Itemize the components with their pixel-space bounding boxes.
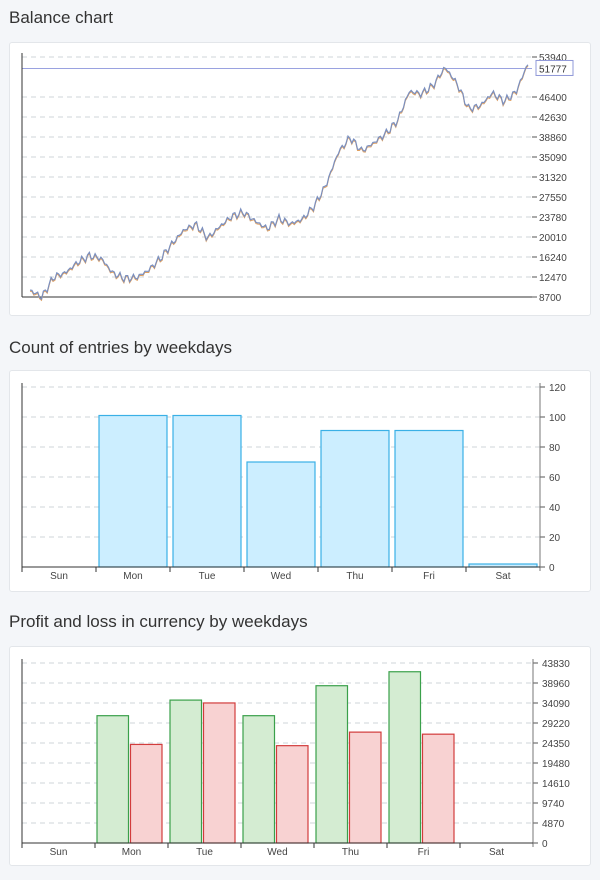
y-tick-label: 53940 <box>539 53 567 64</box>
y-tick-label: 38860 <box>539 133 567 144</box>
bar-entries-fri <box>394 429 464 568</box>
bar-profit-wed <box>242 715 276 844</box>
current-balance-box <box>535 59 574 76</box>
x-tick-label-wed: Wed <box>267 847 287 858</box>
bar-profit-fri <box>388 671 422 844</box>
bar-entries-mon <box>98 414 168 568</box>
balance-chart-card: 8700 12470 16240 20010 23780 27550 31320 35090 3… <box>9 42 591 316</box>
y-tick-label: 29220 <box>542 719 570 730</box>
y-tick-label: 42630 <box>539 113 567 124</box>
y-tick-label: 31320 <box>539 173 567 184</box>
y-tick-label: 120 <box>549 383 566 394</box>
bar-profit-mon <box>96 715 130 844</box>
y-tick-label: 100 <box>549 413 566 424</box>
y-tick-label: 34090 <box>542 699 570 710</box>
x-tick-label-wed: Wed <box>271 571 291 582</box>
bar-entries-tue <box>172 414 242 568</box>
x-tick-label-thu: Thu <box>342 847 359 858</box>
y-tick-label: 20010 <box>539 233 567 244</box>
y-tick-label: 0 <box>549 563 555 574</box>
y-tick-label: 4870 <box>542 819 565 830</box>
bar-loss-fri <box>421 733 455 844</box>
x-tick-label-fri: Fri <box>423 571 435 582</box>
y-tick-label: 40 <box>549 503 561 514</box>
x-tick-label-tue: Tue <box>199 571 216 582</box>
bar-loss-thu <box>348 731 382 844</box>
bar-loss-wed <box>275 745 309 844</box>
pnl-chart-card: 0 4870 9740 14610 19480 24350 29220 34090 38960 4… <box>9 646 591 866</box>
bar-loss-tue <box>202 702 236 844</box>
current-balance-label: 51777 <box>539 64 567 75</box>
bar-profit-tue <box>169 699 203 844</box>
bar-profit-thu <box>315 685 349 844</box>
y-tick-label: 20 <box>549 533 561 544</box>
y-tick-label: 60 <box>549 473 561 484</box>
y-tick-label: 27550 <box>539 193 567 204</box>
x-tick-label-fri: Fri <box>418 847 430 858</box>
y-tick-label: 43830 <box>542 659 570 670</box>
y-tick-label: 8700 <box>539 293 562 304</box>
y-tick-label: 38960 <box>542 679 570 690</box>
y-tick-label: 12470 <box>539 273 567 284</box>
y-tick-label: 16240 <box>539 253 567 264</box>
y-tick-label: 14610 <box>542 779 570 790</box>
balance-series-shadow <box>29 65 529 302</box>
y-tick-label: 46400 <box>539 93 567 104</box>
x-tick-label-mon: Mon <box>122 847 141 858</box>
x-tick-label-sat: Sat <box>489 847 504 858</box>
bar-loss-mon <box>129 743 163 844</box>
balance-chart-title: Balance chart <box>9 8 113 27</box>
balance-chart: 8700 12470 16240 20010 23780 27550 31320 35090 3… <box>21 53 574 304</box>
balance-series-line <box>29 64 529 301</box>
bar-entries-wed <box>246 461 316 568</box>
pnl-bar-chart: 0 4870 9740 14610 19480 24350 29220 34090 38960 4… <box>21 659 570 858</box>
y-tick-label: 24350 <box>542 739 570 750</box>
x-tick-label-sun: Sun <box>50 847 68 858</box>
x-tick-label-sun: Sun <box>50 571 68 582</box>
y-tick-label: 23780 <box>539 213 567 224</box>
y-tick-label: 80 <box>549 443 561 454</box>
pnl-chart-title: Profit and loss in currency by weekdays <box>9 612 308 631</box>
entries-chart-card: 0 20 40 60 80 100 120 Sun Mon Tue Wed Thu Fri Sat <box>9 370 591 592</box>
y-tick-label: 35090 <box>539 153 567 164</box>
bar-entries-thu <box>320 429 390 568</box>
y-tick-label: 9740 <box>542 799 565 810</box>
y-tick-label: 0 <box>542 839 548 850</box>
entries-chart-title: Count of entries by weekdays <box>9 338 233 357</box>
y-tick-label: 19480 <box>542 759 570 770</box>
x-tick-label-thu: Thu <box>346 571 363 582</box>
x-tick-label-mon: Mon <box>123 571 142 582</box>
entries-bar-chart: 0 20 40 60 80 100 120 Sun Mon Tue Wed Thu Fri Sat <box>21 383 566 582</box>
x-tick-label-tue: Tue <box>196 847 213 858</box>
x-tick-label-sat: Sat <box>495 571 510 582</box>
